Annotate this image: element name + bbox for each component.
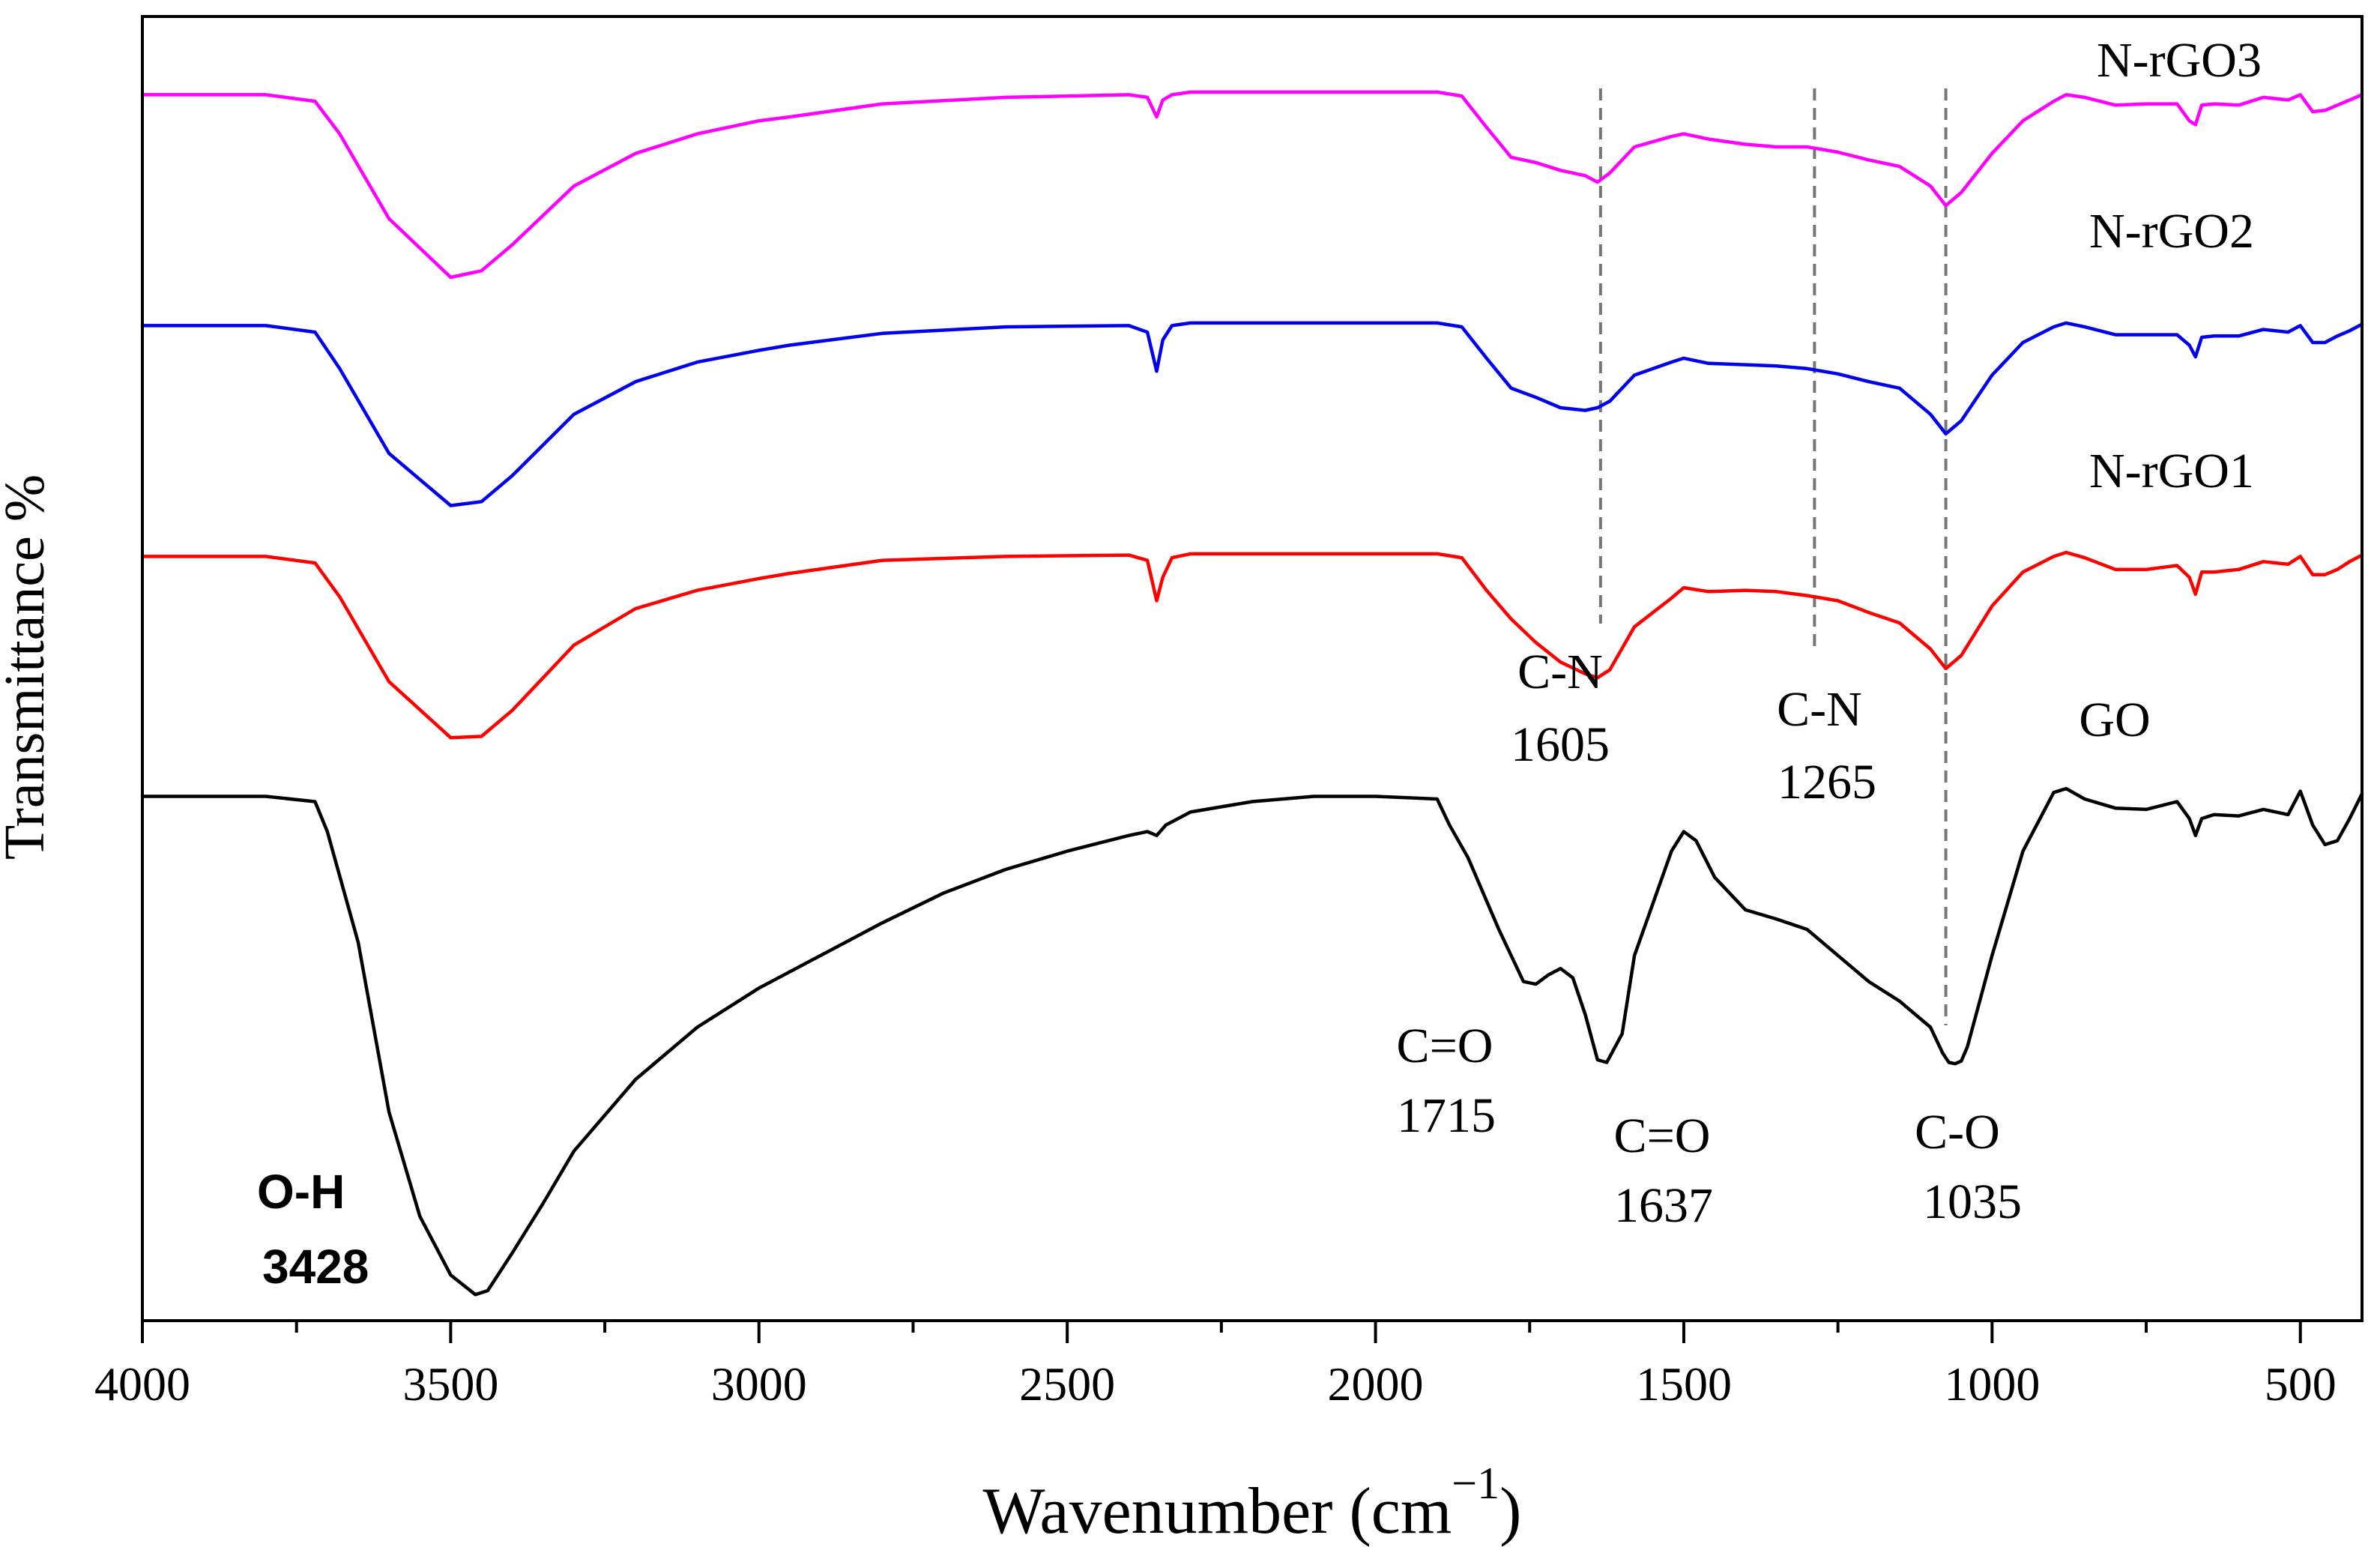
series-label-n-rgo3: N-rGO3 xyxy=(2097,33,2262,88)
x-tick-label-3500: 3500 xyxy=(402,1357,498,1411)
x-tick-label-500: 500 xyxy=(2265,1357,2337,1411)
x-tick-label-2000: 2000 xyxy=(1328,1357,1424,1411)
x-tick-label-4000: 4000 xyxy=(94,1357,190,1411)
x-tick-label-1000: 1000 xyxy=(1944,1357,2040,1411)
annotation-co1637-value: 1637 xyxy=(1614,1178,1713,1233)
y-axis-label: Transmittance % xyxy=(0,474,56,860)
annotation-co1637-label: C=O xyxy=(1614,1109,1711,1163)
annotation-cn1605-label: C-N xyxy=(1517,645,1603,699)
series-line-n-rgo3 xyxy=(140,90,2364,280)
annotation-cn1605-value: 1605 xyxy=(1511,717,1610,772)
x-axis-ticks: 4000 3500 3000 2500 2000 1500 1000 500 xyxy=(94,1321,2337,1411)
annotation-oh-value: 3428 xyxy=(262,1240,369,1294)
x-axis-label-superscript: −1 xyxy=(1452,1459,1499,1508)
series-line-n-rgo1 xyxy=(140,550,2364,740)
annotation-co1715-value: 1715 xyxy=(1397,1088,1496,1143)
annotation-c-o1035-label: C-O xyxy=(1915,1105,2000,1160)
annotation-cn1265-value: 1265 xyxy=(1778,755,1876,809)
x-axis-label-close: ) xyxy=(1499,1475,1521,1548)
x-axis-label: Wavenumber (cm−1) xyxy=(983,1459,1522,1548)
x-axis-label-main: Wavenumber (cm xyxy=(983,1475,1452,1548)
annotation-oh-label: O-H xyxy=(257,1165,345,1219)
x-tick-label-2500: 2500 xyxy=(1019,1357,1115,1411)
plot-frame xyxy=(141,15,2364,1322)
annotation-cn1265-label: C-N xyxy=(1777,682,1862,737)
series-label-n-rgo1: N-rGO1 xyxy=(2089,444,2254,498)
series-line-n-rgo2 xyxy=(140,321,2364,507)
annotation-co1715-label: C=O xyxy=(1397,1019,1493,1073)
series-labels: N-rGO3 N-rGO2 N-rGO1 GO xyxy=(2079,33,2262,747)
series-label-n-rgo2: N-rGO2 xyxy=(2089,204,2254,259)
peak-annotations: O-H 3428 C=O 1715 C=O 1637 C-O 1035 C-N … xyxy=(257,645,2022,1294)
series-layer xyxy=(140,90,2364,1297)
x-tick-label-3000: 3000 xyxy=(711,1357,807,1411)
annotation-c-o1035-value: 1035 xyxy=(1923,1174,2022,1229)
series-line-go xyxy=(140,786,2364,1297)
x-tick-label-1500: 1500 xyxy=(1636,1357,1732,1411)
series-label-go: GO xyxy=(2079,693,2150,747)
